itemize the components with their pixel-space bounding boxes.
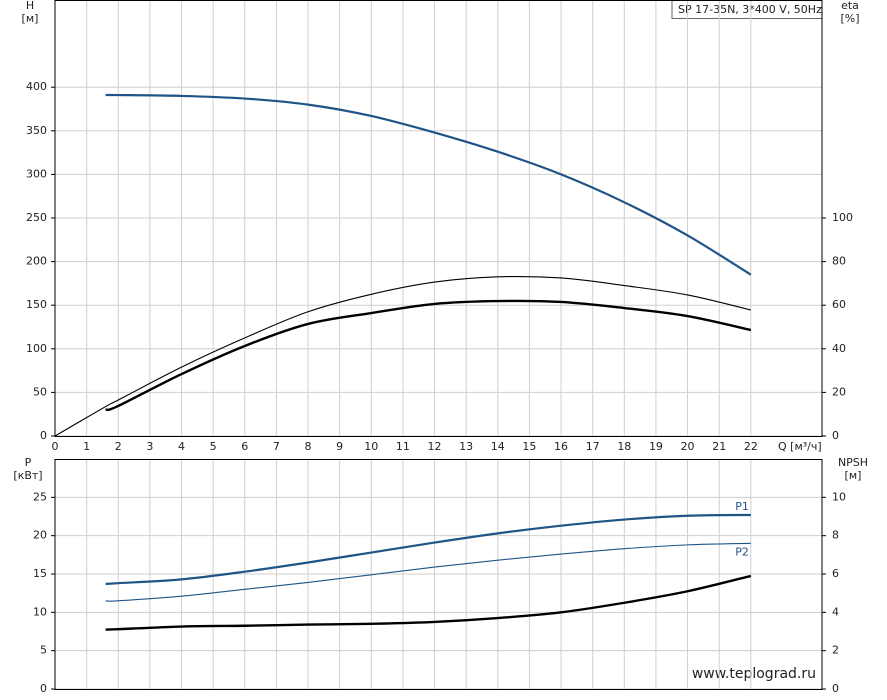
y2-tick-label: 20 — [832, 385, 846, 398]
x-tick-label: 16 — [554, 440, 568, 453]
y2-axis-label: eta — [841, 0, 859, 12]
y2-tick-label: 4 — [832, 605, 839, 618]
x-tick-label: 13 — [459, 440, 473, 453]
y2-tick-label: 100 — [832, 211, 853, 224]
y-axis-label: P — [25, 456, 32, 469]
y-tick-label: 20 — [33, 529, 47, 542]
y2-tick-label: 0 — [832, 682, 839, 695]
series-line — [105, 299, 752, 412]
x-tick-label: 21 — [712, 440, 726, 453]
x-tick-label: 15 — [522, 440, 536, 453]
series-label: P1 — [735, 500, 749, 513]
x-tick-label: 11 — [396, 440, 410, 453]
x-tick-label: 5 — [210, 440, 217, 453]
series-line — [105, 513, 751, 586]
series-label: P2 — [735, 545, 749, 558]
series-line — [105, 542, 751, 602]
y-tick-label: 0 — [40, 429, 47, 442]
x-tick-label: 1 — [83, 440, 90, 453]
y-tick-label: 5 — [40, 644, 47, 657]
plot-frame — [54, 459, 823, 690]
x-axis-label: Q [м³/ч] — [778, 440, 822, 453]
y2-axis-unit: [%] — [840, 12, 859, 25]
x-tick-label: 4 — [178, 440, 185, 453]
x-tick-label: 0 — [52, 440, 59, 453]
y-tick-label: 0 — [40, 682, 47, 695]
chart-title: SP 17-35N, 3*400 V, 50Hz — [678, 3, 822, 16]
x-tick-label: 9 — [336, 440, 343, 453]
x-tick-label: 18 — [617, 440, 631, 453]
series-line — [105, 93, 752, 276]
y-tick-label: 200 — [26, 255, 47, 268]
x-tick-label: 22 — [744, 440, 758, 453]
y2-tick-label: 8 — [832, 529, 839, 542]
y-axis-label: H — [26, 0, 34, 12]
y2-tick-label: 80 — [832, 255, 846, 268]
x-tick-label: 14 — [491, 440, 505, 453]
x-tick-label: 2 — [115, 440, 122, 453]
y-tick-label: 10 — [33, 605, 47, 618]
y-tick-label: 300 — [26, 167, 47, 180]
x-tick-label: 12 — [428, 440, 442, 453]
x-tick-label: 20 — [681, 440, 695, 453]
y2-tick-label: 2 — [832, 644, 839, 657]
y-tick-label: 350 — [26, 124, 47, 137]
x-tick-label: 8 — [305, 440, 312, 453]
y-axis-unit: [кВт] — [13, 469, 42, 482]
x-tick-label: 10 — [364, 440, 378, 453]
y-tick-label: 15 — [33, 567, 47, 580]
y2-tick-label: 10 — [832, 490, 846, 503]
y2-axis-unit: [м] — [845, 469, 862, 482]
y-tick-label: 150 — [26, 298, 47, 311]
y2-tick-label: 6 — [832, 567, 839, 580]
y2-axis-label: NPSH — [838, 456, 868, 469]
x-tick-label: 17 — [586, 440, 600, 453]
series-line — [105, 574, 752, 631]
y-tick-label: 25 — [33, 490, 47, 503]
y-tick-label: 100 — [26, 342, 47, 355]
x-tick-label: 3 — [146, 440, 153, 453]
x-tick-label: 6 — [241, 440, 248, 453]
y-tick-label: 400 — [26, 80, 47, 93]
y-tick-label: 250 — [26, 211, 47, 224]
y2-tick-label: 60 — [832, 298, 846, 311]
y-tick-label: 50 — [33, 385, 47, 398]
plot-frame — [54, 0, 823, 437]
x-tick-label: 19 — [649, 440, 663, 453]
x-tick-label: 7 — [273, 440, 280, 453]
y2-tick-label: 40 — [832, 342, 846, 355]
y2-tick-label: 0 — [832, 429, 839, 442]
series-line — [54, 275, 751, 437]
watermark: www.teplograd.ru — [692, 666, 816, 682]
y-axis-unit: [м] — [22, 12, 39, 25]
